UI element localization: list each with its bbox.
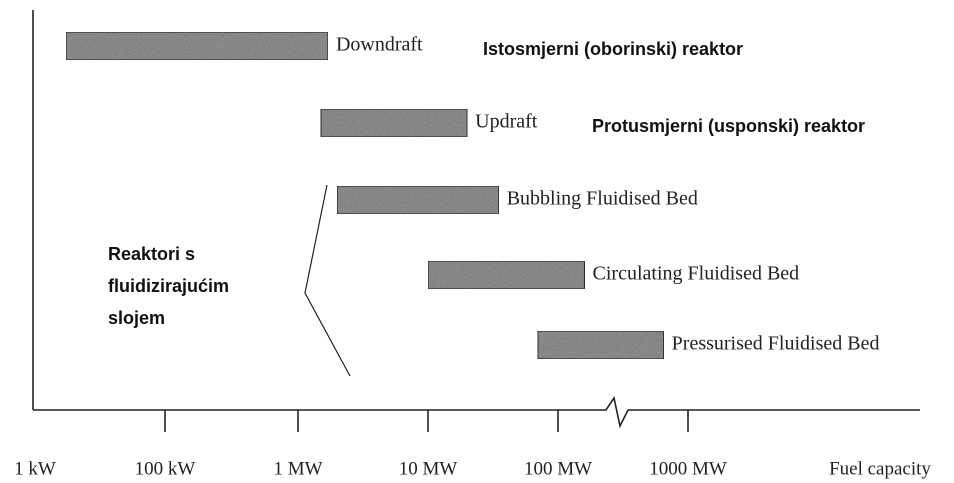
x-tick-label: 1 kW [14, 458, 56, 479]
x-tick-label: 10 MW [399, 458, 458, 479]
group-note: slojem [108, 308, 165, 328]
range-bar [537, 330, 665, 360]
range-bar [427, 260, 586, 290]
bar-label: Downdraft [336, 34, 423, 56]
group-note: fluidizirajućim [108, 276, 229, 296]
x-axis [33, 395, 920, 429]
x-tick-label: 1 MW [273, 458, 322, 479]
x-tick-label: 100 MW [524, 458, 592, 479]
bar-label: Bubbling Fluidised Bed [507, 188, 698, 210]
bar-label: Pressurised Fluidised Bed [672, 333, 880, 355]
group-note: Reaktori s [108, 244, 195, 264]
range-bar [320, 108, 468, 138]
x-tick-label: 1000 MW [649, 458, 727, 479]
x-axis-label: Fuel capacity [829, 458, 931, 479]
x-tick-label: 100 kW [135, 458, 196, 479]
range-bar [336, 185, 500, 215]
group-bracket [304, 184, 351, 377]
bar-label: Updraft [475, 111, 538, 133]
bar-label: Circulating Fluidised Bed [593, 263, 800, 285]
bar-note: Protusmjerni (usponski) reaktor [592, 116, 865, 136]
range-bar [65, 31, 329, 61]
bar-note: Istosmjerni (oborinski) reaktor [483, 39, 743, 59]
